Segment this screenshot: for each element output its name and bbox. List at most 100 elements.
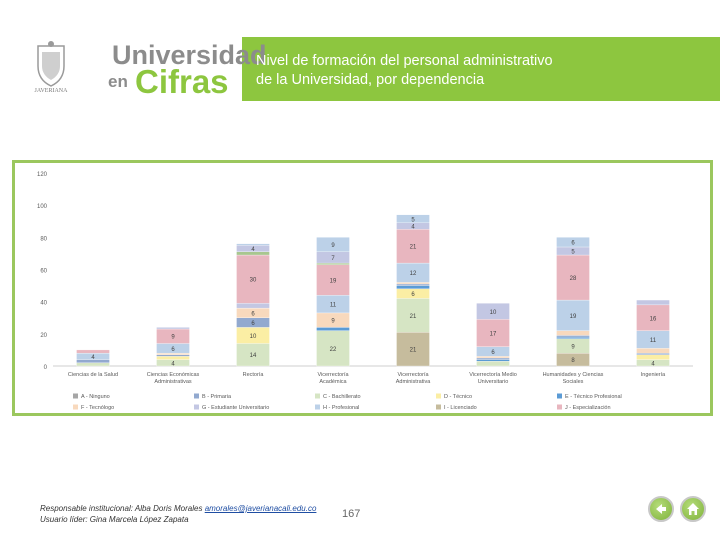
bar-segment-label: 11: [650, 338, 657, 344]
bar-segment-label: 22: [330, 347, 337, 353]
bar-segment: [156, 356, 190, 360]
slide-title-line2: de la Universidad, por dependencia: [256, 72, 485, 88]
bar-segment-label: 17: [490, 332, 497, 338]
bar-segment-label: 30: [250, 278, 257, 284]
bar-segment-label: 6: [171, 347, 175, 353]
legend-label: C - Bachillerato: [323, 394, 361, 400]
legend-label: F - Tecnólogo: [81, 405, 114, 411]
bar-segment: [156, 352, 190, 355]
legend-swatch: [557, 393, 562, 399]
bar-segment-label: 7: [331, 256, 335, 262]
bar-segment: [476, 361, 510, 367]
bar-segment-label: 4: [251, 247, 255, 253]
chart-frame: 0 20 40 60 80 100 120 4 Ciencias de la Salud 4 6 9 C…: [12, 160, 713, 416]
bar-segment: [476, 356, 510, 359]
bar-segment: [396, 214, 430, 224]
x-category-label: Vicerrectoría: [317, 372, 349, 378]
bar-segment-label: 6: [491, 350, 495, 356]
x-category-label: Sociales: [563, 379, 584, 385]
x-category-label: Vicerrectoría: [397, 372, 429, 378]
bar-segment-label: 6: [571, 241, 575, 247]
y-tick-label: 100: [37, 204, 48, 210]
legend-label: H - Profesional: [323, 405, 359, 411]
legend-swatch: [73, 393, 78, 399]
x-category-label: Universitario: [478, 379, 509, 385]
back-button[interactable]: [648, 496, 674, 522]
legend-label: D - Técnico: [444, 394, 472, 400]
bar-segment: [636, 354, 670, 360]
bar-segment: [316, 330, 350, 367]
bar-segment: [396, 332, 430, 367]
bar-segment-label: 10: [250, 334, 257, 340]
bar-segment: [556, 254, 590, 301]
footer-email-link[interactable]: amorales@javerianacali.edu.co: [204, 504, 317, 513]
y-tick-label: 60: [40, 269, 47, 275]
slide-title: Nivel de formación del personal administ…: [256, 52, 696, 90]
bar-segment-label: 6: [411, 292, 415, 298]
bar-segment-label: 4: [411, 225, 415, 231]
bar-segment: [236, 254, 270, 304]
bar-segment: [316, 237, 350, 252]
bar-segment-label: 12: [410, 271, 417, 277]
bar-segment: [396, 283, 430, 286]
legend-swatch: [557, 404, 562, 410]
bar-segment-label: 21: [410, 245, 417, 251]
bar-segment-label: 21: [410, 314, 417, 320]
bar-segment: [556, 335, 590, 338]
y-tick-label: 80: [40, 236, 47, 242]
bar-segment: [316, 264, 350, 296]
bar-segment-label: 8: [571, 358, 575, 364]
footer-credits: Responsable institucional: Alba Doris Mo…: [40, 503, 316, 525]
bar-segment-label: 4: [171, 361, 175, 367]
legend-label: I - Licenciado: [444, 405, 477, 411]
bar-segment-label: 4: [651, 361, 655, 367]
home-button[interactable]: [680, 496, 706, 522]
bar-segment: [476, 359, 510, 362]
x-category-label: Ciencias Económicas: [147, 372, 200, 378]
bar-segment-label: 19: [330, 278, 337, 284]
bar-segment-label: 4: [91, 355, 95, 361]
bar-segment: [76, 349, 110, 354]
slide-title-line1: Nivel de formación del personal administ…: [256, 53, 553, 69]
bar-segment: [556, 330, 590, 336]
legend-label: A - Ninguno: [81, 394, 110, 400]
bar-segment: [236, 243, 270, 246]
bar-segment: [316, 327, 350, 331]
bar-segment: [636, 348, 670, 354]
arrow-left-icon: [656, 504, 666, 514]
brand-universidad: Universidad: [112, 40, 267, 70]
bar-segment: [316, 262, 350, 265]
y-tick-label: 20: [40, 333, 47, 339]
legend-swatch: [194, 393, 199, 399]
footer-line1: Responsable institucional: Alba Doris Mo…: [40, 503, 316, 514]
bar-segment-label: 5: [411, 217, 415, 223]
bar-segment-label: 10: [490, 310, 497, 316]
bar-segment-label: 19: [570, 314, 577, 320]
bar-segment: [636, 304, 670, 331]
brand-cifras: Cifras: [135, 63, 229, 100]
bar-segment: [396, 285, 430, 289]
bar-segment-label: 6: [251, 321, 255, 327]
bar-segment: [396, 282, 430, 285]
bar-segment: [636, 299, 670, 306]
university-shield-logo: JAVERIANA: [35, 41, 68, 94]
legend-label: B - Primaria: [202, 394, 232, 400]
x-category-label: Administrativa: [396, 379, 431, 385]
page-number: 167: [342, 508, 361, 520]
bar-segment-label: 9: [331, 243, 335, 249]
stacked-bar-chart: 0 20 40 60 80 100 120 4 Ciencias de la Salud 4 6 9 C…: [37, 172, 693, 411]
bar-segment: [556, 299, 590, 331]
bar-segment: [236, 303, 270, 309]
bar-segment-label: 9: [171, 335, 175, 341]
bar-segment: [636, 352, 670, 355]
legend-swatch: [315, 393, 320, 399]
bar-segment: [156, 327, 190, 330]
x-category-label: Humanidades y Ciencias: [543, 372, 604, 378]
x-category-label: Vicerrectoría Medio: [469, 372, 517, 378]
legend-label: G - Estudiante Universitario: [202, 405, 269, 411]
bar-segment-label: 21: [410, 348, 417, 354]
footer-line2: Usuario líder: Gina Marcela López Zapata: [40, 515, 189, 524]
footer-responsible: Responsable institucional: Alba Doris Mo…: [40, 504, 203, 513]
legend-swatch: [436, 393, 441, 399]
bar-segment-label: 5: [571, 250, 575, 256]
